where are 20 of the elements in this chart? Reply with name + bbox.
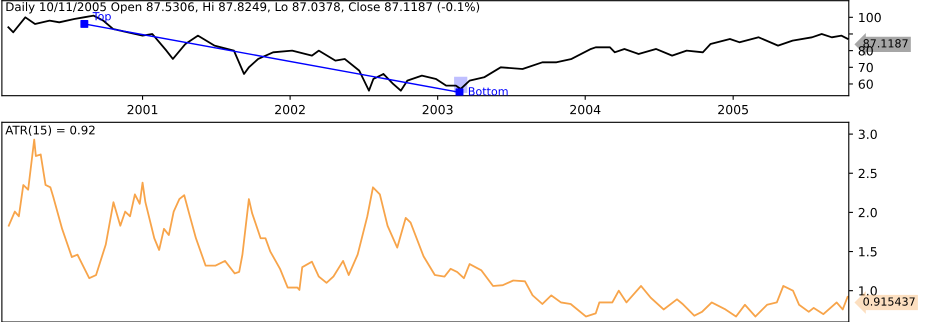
y-tick-label: 80 xyxy=(858,46,873,56)
x-tick-label: 2002 xyxy=(275,104,305,114)
y-tick-label: 3.0 xyxy=(858,130,877,140)
y-tick-label: 100 xyxy=(859,12,881,22)
y-tick-label: 1.5 xyxy=(859,247,877,256)
y-tick-label: 2.0 xyxy=(858,208,877,218)
y-tick-label: 2.5 xyxy=(858,168,877,178)
annotation: Bottom xyxy=(468,87,508,96)
x-tick-label: 2005 xyxy=(718,104,748,114)
y-tick-label: 70 xyxy=(858,62,873,72)
chart-title: Daily 10/11/2005 Open 87.5306, Hi 87.8249, Lo 87.0378, Close 87.1187 (-0.1%) xyxy=(6,2,480,14)
line-series xyxy=(8,138,848,318)
chart-title: ATR(15) = 0.92 xyxy=(5,125,95,136)
y-tick-label: 1.0 xyxy=(859,286,877,296)
x-tick-label: 2004 xyxy=(570,104,600,114)
x-tick-label: 2001 xyxy=(128,104,158,114)
y-tick-label: 60 xyxy=(858,79,873,89)
text: 0.915437 xyxy=(863,297,915,306)
text: 87.1187 xyxy=(863,39,908,48)
x-tick-label: 2003 xyxy=(422,104,453,114)
